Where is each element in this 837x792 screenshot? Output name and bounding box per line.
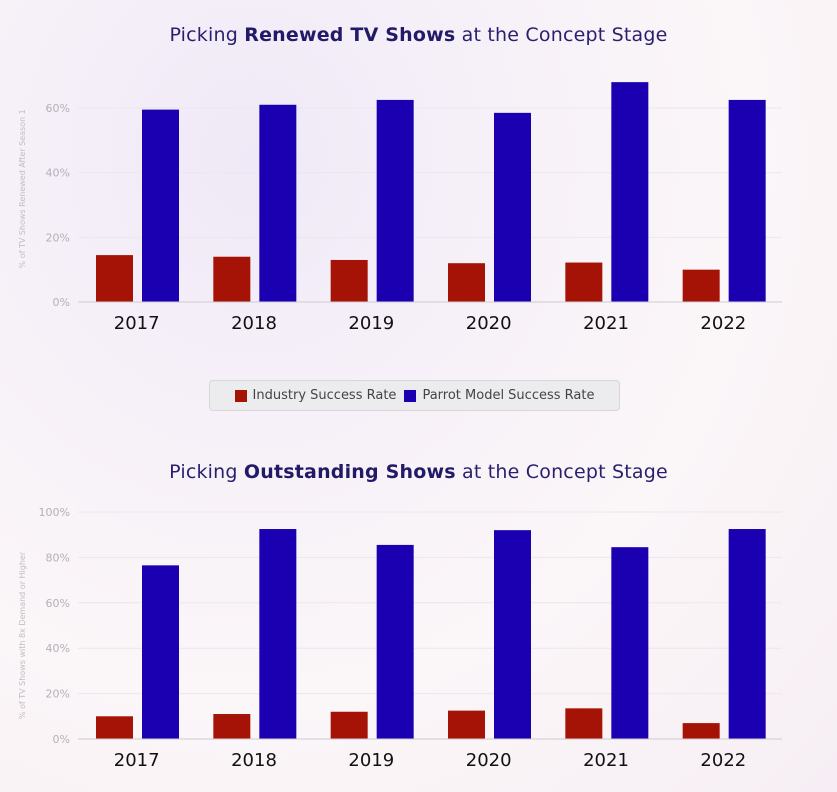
bar-parrot (494, 530, 531, 739)
x-tick-label: 2022 (700, 750, 746, 771)
legend-label-parrot: Parrot Model Success Rate (422, 388, 595, 403)
legend: Industry Success Rate Parrot Model Succe… (209, 380, 620, 411)
chart1-title-post: at the Concept Stage (455, 24, 668, 46)
x-tick-label: 2017 (114, 313, 160, 334)
y-tick-label: 80% (46, 551, 70, 564)
legend-item-parrot: Parrot Model Success Rate (404, 388, 594, 403)
chart1-plot: 0% 20% 40% 60% % of TV Shows Renewed After S… (18, 82, 782, 334)
bar-industry (448, 263, 485, 302)
y-tick-label: 20% (46, 231, 70, 244)
x-tick-label: 2019 (348, 313, 394, 334)
bar-parrot (259, 529, 297, 739)
legend-swatch-parrot (404, 389, 417, 402)
chart2-title-pre: Picking (169, 461, 244, 483)
x-tick-label: 2021 (583, 313, 629, 334)
legend-swatch-industry (234, 389, 247, 402)
chart1-title-bold: Renewed TV Shows (244, 24, 456, 46)
bar-industry (96, 255, 133, 302)
y-axis-label: % of TV Shows with 8x Demand or Higher (18, 551, 27, 719)
x-tick-label: 2022 (700, 313, 746, 334)
y-tick-label: 60% (46, 102, 70, 115)
x-tick-label: 2020 (466, 313, 512, 334)
x-tick-label: 2017 (114, 750, 160, 771)
bar-parrot (259, 104, 297, 303)
bar-parrot (728, 99, 766, 303)
chart1-title-pre: Picking (169, 24, 245, 46)
chart1-title: Picking Renewed TV Shows at the Concept … (0, 24, 837, 46)
x-tick-label: 2020 (466, 750, 512, 771)
chart2-title-bold: Outstanding Shows (243, 461, 456, 483)
y-tick-label: 40% (46, 642, 70, 655)
bar-industry (213, 714, 251, 739)
bar-industry (565, 708, 603, 739)
y-tick-label: 20% (46, 688, 70, 701)
y-tick-label: 0% (53, 733, 70, 746)
bar-industry (96, 716, 133, 739)
bar-parrot (142, 109, 179, 302)
bar-parrot (142, 565, 179, 739)
bar-industry (682, 723, 720, 739)
legend-label-industry: Industry Success Rate (252, 388, 397, 403)
y-tick-label: 100% (39, 506, 70, 519)
y-tick-label: 60% (46, 597, 70, 610)
x-tick-label: 2018 (231, 750, 277, 771)
y-tick-label: 0% (53, 296, 70, 309)
bar-parrot (611, 82, 649, 302)
chart2-title: Picking Outstanding Shows at the Concept… (0, 461, 837, 483)
bar-industry (330, 259, 368, 302)
bar-parrot (376, 99, 414, 303)
y-axis-label: % of TV Shows Renewed After Season 1 (18, 109, 27, 268)
y-tick-label: 40% (46, 167, 70, 180)
bar-parrot (376, 544, 414, 739)
bar-industry (330, 711, 368, 739)
bar-industry (565, 262, 603, 302)
chart2-title-post: at the Concept Stage (455, 461, 668, 483)
bar-parrot (611, 547, 649, 739)
x-tick-label: 2018 (231, 313, 277, 334)
bar-industry (682, 269, 720, 302)
x-tick-label: 2019 (348, 750, 394, 771)
bar-industry (448, 710, 485, 739)
bar-industry (213, 256, 251, 302)
bar-parrot (494, 112, 531, 302)
bar-parrot (728, 529, 766, 739)
x-tick-label: 2021 (583, 750, 629, 771)
legend-item-industry: Industry Success Rate (234, 388, 397, 403)
